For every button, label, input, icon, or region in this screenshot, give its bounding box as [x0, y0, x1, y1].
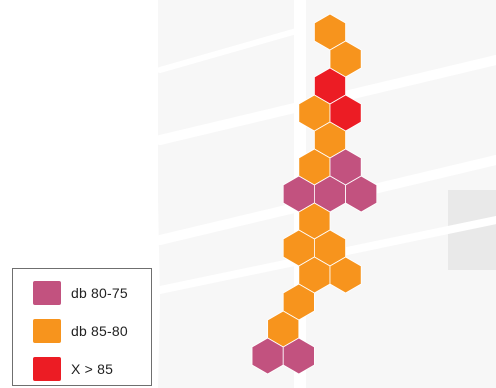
- legend-label-db85-80: db 85-80: [71, 323, 128, 339]
- legend-label-db80-75: db 80-75: [71, 285, 128, 301]
- legend-swatch-db85-80: [33, 319, 61, 343]
- hex-cell-db80-75: [282, 337, 315, 375]
- hex-grid: [251, 13, 378, 375]
- map-legend: db 80-75 db 85-80 X > 85: [12, 268, 152, 386]
- legend-swatch-x85: [33, 357, 61, 381]
- legend-item-db85-80: db 85-80: [13, 311, 151, 345]
- hex-cell-db80-75: [345, 175, 378, 213]
- legend-item-db80-75: db 80-75: [13, 273, 151, 307]
- legend-swatch-db80-75: [33, 281, 61, 305]
- legend-label-x85: X > 85: [71, 361, 114, 377]
- legend-item-x85: X > 85: [13, 349, 151, 383]
- road-5: [157, 27, 303, 73]
- hex-cell-db85-80: [329, 256, 362, 294]
